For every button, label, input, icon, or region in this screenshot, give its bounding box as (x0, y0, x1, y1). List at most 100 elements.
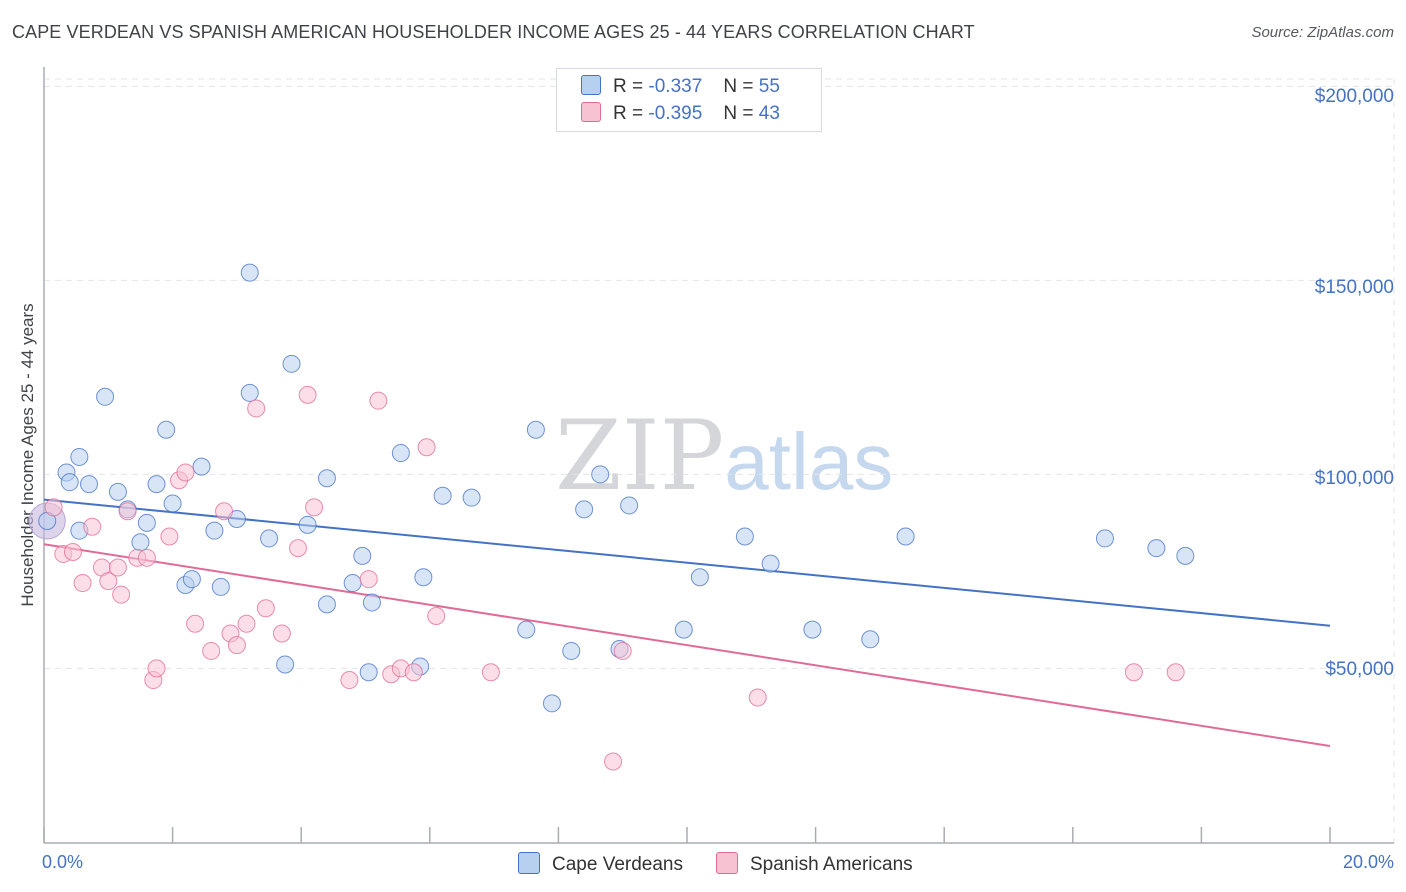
point-cape-verdeans (575, 500, 594, 519)
point-cape-verdeans (205, 521, 224, 540)
point-spanish-americans (160, 527, 179, 546)
point-spanish-americans (186, 614, 205, 633)
point-cape-verdeans (317, 595, 336, 614)
point-spanish-americans (44, 498, 63, 517)
point-spanish-americans (481, 663, 500, 682)
point-cape-verdeans (542, 694, 561, 713)
legend-swatch-cape-verdeans (581, 75, 601, 95)
point-spanish-americans (227, 636, 246, 655)
point-spanish-americans (305, 498, 324, 517)
bottom-legend-cape-verdeans: Cape Verdeans (518, 852, 683, 876)
point-cape-verdeans (1095, 529, 1114, 548)
point-cape-verdeans (80, 475, 99, 494)
legend-r-label: R = (613, 103, 644, 124)
point-cape-verdeans (414, 568, 433, 587)
x-tick-label-max: 20.0% (1342, 852, 1394, 872)
data-points (28, 263, 1195, 771)
point-spanish-americans (748, 688, 767, 707)
point-cape-verdeans (182, 570, 201, 589)
legend-n-label: N = (723, 103, 754, 124)
point-spanish-americans (237, 614, 256, 633)
point-spanish-americans (1124, 663, 1143, 682)
point-spanish-americans (118, 502, 137, 521)
point-spanish-americans (404, 663, 423, 682)
point-spanish-americans (359, 570, 378, 589)
point-spanish-americans (247, 399, 266, 418)
legend-r-label: R = (613, 76, 644, 97)
point-spanish-americans (112, 585, 131, 604)
point-spanish-americans (83, 517, 102, 536)
point-spanish-americans (272, 624, 291, 643)
point-cape-verdeans (70, 447, 89, 466)
point-cape-verdeans (260, 529, 279, 548)
legend-row-cape-verdeans: R = -0.337 N = 55 (581, 75, 780, 99)
stats-legend: R = -0.337 N = 55 R = -0.395 N = 43 (556, 68, 822, 132)
point-cape-verdeans (96, 387, 115, 406)
point-cape-verdeans (526, 420, 545, 439)
point-cape-verdeans (276, 655, 295, 674)
point-spanish-americans (176, 463, 195, 482)
point-cape-verdeans (391, 444, 410, 463)
point-spanish-americans (256, 599, 275, 618)
point-cape-verdeans (163, 494, 182, 513)
point-spanish-americans (137, 548, 156, 567)
point-cape-verdeans (433, 486, 452, 505)
point-spanish-americans (147, 659, 166, 678)
point-cape-verdeans (1147, 539, 1166, 558)
bottom-legend-label: Spanish Americans (750, 854, 913, 875)
point-cape-verdeans (674, 620, 693, 639)
legend-n-value: 43 (758, 103, 780, 124)
point-cape-verdeans (761, 554, 780, 573)
point-cape-verdeans (137, 513, 156, 532)
point-cape-verdeans (108, 482, 127, 501)
chart-title: CAPE VERDEAN VS SPANISH AMERICAN HOUSEHO… (12, 22, 975, 42)
legend-row-spanish-americans: R = -0.395 N = 43 (581, 102, 780, 126)
legend-r-value: -0.395 (648, 103, 703, 124)
point-cape-verdeans (1176, 546, 1195, 565)
point-spanish-americans (215, 502, 234, 521)
point-spanish-americans (108, 558, 127, 577)
point-cape-verdeans (861, 630, 880, 649)
point-cape-verdeans (462, 488, 481, 507)
point-spanish-americans (298, 385, 317, 404)
trend-lines (43, 498, 1331, 747)
watermark-zip: ZIP (555, 400, 725, 512)
point-cape-verdeans (317, 469, 336, 488)
trend-line-spanish-americans (43, 543, 1331, 747)
point-cape-verdeans (240, 263, 259, 282)
point-spanish-americans (1166, 663, 1185, 682)
watermark-atlas: atlas (724, 417, 894, 506)
point-spanish-americans (288, 539, 307, 558)
point-cape-verdeans (282, 354, 301, 373)
point-spanish-americans (427, 607, 446, 626)
point-spanish-americans (63, 543, 82, 561)
point-cape-verdeans (562, 641, 581, 660)
bottom-legend-label: Cape Verdeans (552, 854, 683, 875)
axes (43, 67, 1394, 844)
point-spanish-americans (73, 574, 92, 593)
point-spanish-americans (417, 438, 436, 457)
point-cape-verdeans (192, 457, 211, 476)
point-spanish-americans (202, 641, 221, 660)
y-tick-label-150000: $150,000 (1314, 277, 1394, 298)
point-cape-verdeans (147, 475, 166, 494)
point-spanish-americans (369, 391, 388, 410)
x-tick-label-min: 0.0% (42, 852, 84, 872)
y-tick-label-100000: $100,000 (1314, 468, 1394, 489)
point-cape-verdeans (690, 568, 709, 587)
legend-r-value: -0.337 (648, 76, 703, 97)
point-cape-verdeans (517, 620, 536, 639)
point-cape-verdeans (803, 620, 822, 639)
bottom-legend-spanish-americans: Spanish Americans (716, 852, 913, 876)
watermark: ZIPatlas (555, 400, 893, 512)
y-tick-label-200000: $200,000 (1314, 86, 1394, 107)
point-spanish-americans (604, 752, 623, 771)
legend-swatch-spanish-americans (581, 102, 601, 122)
point-spanish-americans (99, 572, 118, 591)
chart-source: Source: ZipAtlas.com (1251, 24, 1394, 41)
point-cape-verdeans (591, 465, 610, 484)
point-cape-verdeans (131, 533, 150, 552)
point-cape-verdeans (359, 663, 378, 682)
bottom-legend-swatch-spanish-americans (716, 852, 738, 874)
